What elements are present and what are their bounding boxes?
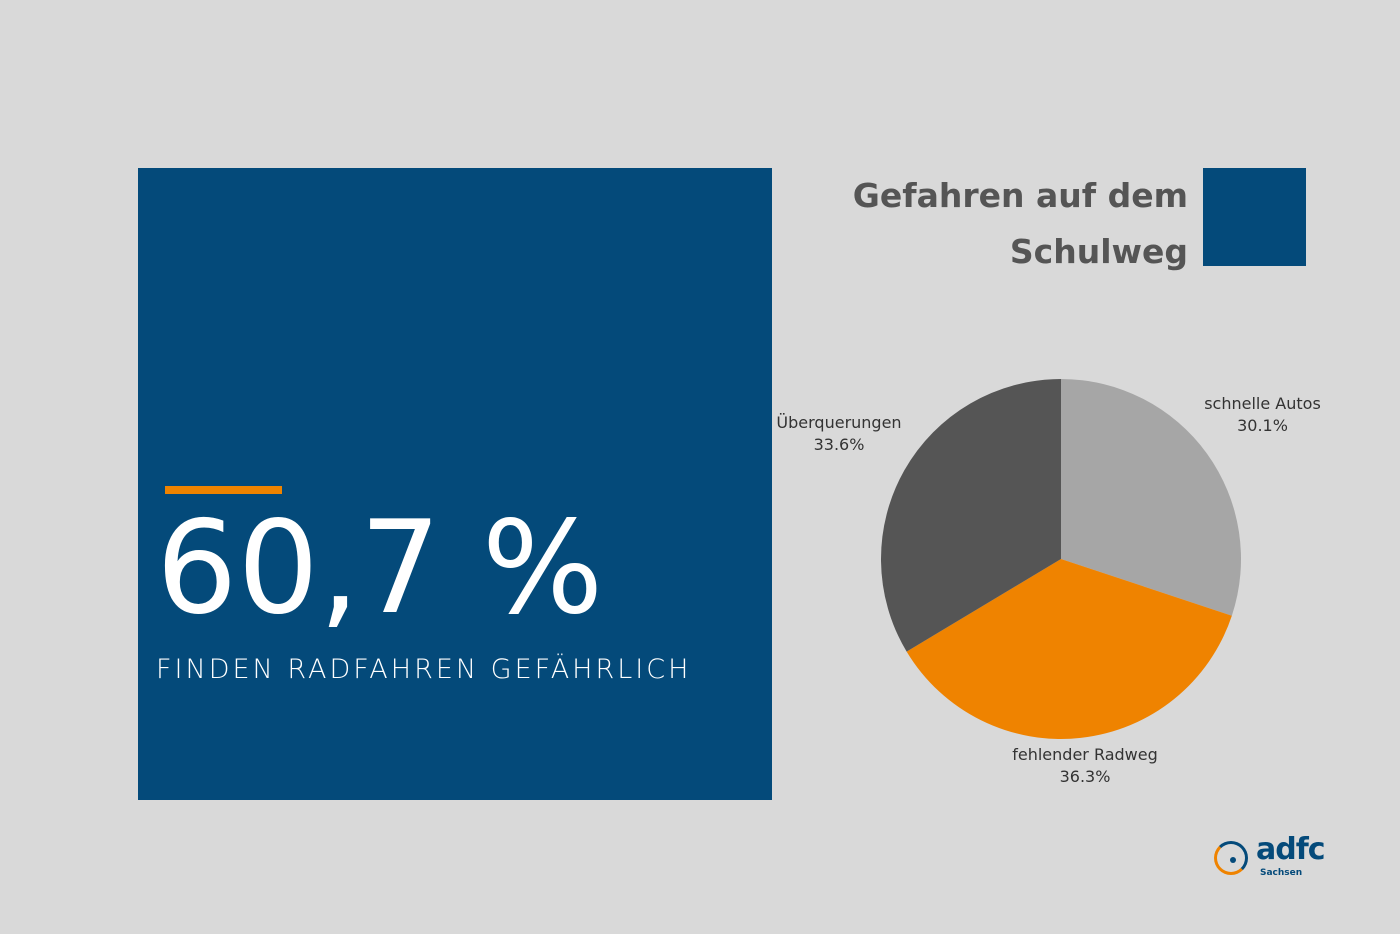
stat-value: 60,7 %	[156, 494, 604, 643]
slice-label-ueberquerungen: Überquerungen 33.6%	[764, 412, 914, 456]
title-square	[1203, 168, 1306, 266]
slice-label-name: fehlender Radweg	[1012, 745, 1158, 764]
stat-panel: 60,7 % FINDEN RADFAHREN GEFÄHRLICH	[138, 168, 772, 800]
pie-slice-fehlender-radweg	[906, 559, 1232, 740]
logo-subtitle: Sachsen	[1260, 868, 1303, 878]
accent-bar	[165, 486, 282, 494]
adfc-logo: adfc Sachsen	[1212, 832, 1332, 884]
logo-ring-icon	[1214, 841, 1248, 875]
slice-label-value: 30.1%	[1237, 416, 1288, 435]
slice-label-name: Überquerungen	[776, 413, 902, 432]
slice-label-name: schnelle Autos	[1204, 394, 1321, 413]
slice-label-fehlender-radweg: fehlender Radweg 36.3%	[1000, 744, 1170, 788]
slice-label-value: 33.6%	[813, 435, 865, 454]
chart-title: Gefahren auf dem Schulweg	[852, 176, 1188, 271]
logo-dot-icon	[1230, 857, 1236, 863]
stat-caption: FINDEN RADFAHREN GEFÄHRLICH	[156, 654, 692, 685]
slice-label-value: 36.3%	[1059, 767, 1111, 786]
pie-slice-schnelle-autos	[1061, 379, 1241, 616]
pie-slice--berquerungen	[880, 379, 1061, 652]
logo-name: adfc	[1256, 832, 1326, 867]
slice-label-schnelle-autos: schnelle Autos 30.1%	[1190, 393, 1335, 437]
